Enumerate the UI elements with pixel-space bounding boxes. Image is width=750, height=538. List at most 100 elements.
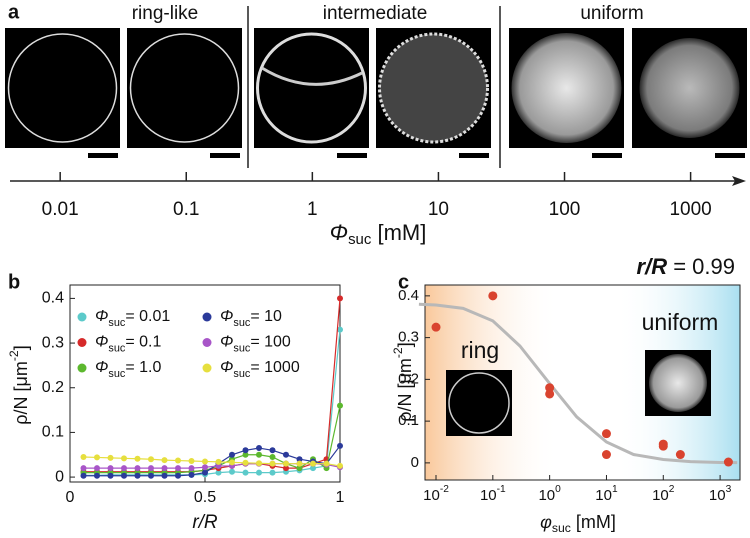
data-point	[256, 460, 262, 467]
data-point	[215, 458, 222, 465]
data-point	[121, 465, 127, 472]
legend-entry-part: Φ	[220, 359, 233, 376]
x-tick-label: 1000	[669, 199, 711, 220]
scale-bar	[592, 153, 622, 158]
x-tick-label-part: 0	[555, 484, 561, 495]
x-tick-label: 0.5	[194, 489, 216, 506]
legend-marker	[202, 338, 212, 347]
vesicle	[7, 33, 118, 143]
data-point	[202, 469, 208, 476]
data-point	[134, 455, 141, 462]
data-point	[148, 465, 154, 472]
data-point	[337, 326, 343, 333]
scale-bar	[210, 153, 240, 158]
legend-entry: Φsuc= 1.0	[95, 359, 161, 380]
data-point	[675, 450, 685, 460]
legend-entry-part: = 100	[250, 334, 291, 351]
x-tick-label-part: -2	[440, 484, 449, 495]
data-point	[107, 465, 114, 472]
plot-frame	[424, 284, 741, 481]
data-point	[269, 447, 276, 454]
data-point	[161, 457, 168, 464]
data-point	[242, 459, 249, 466]
legend-entry-part: Φ	[95, 334, 108, 351]
x-tick-label-part: 1	[612, 484, 618, 495]
data-point	[229, 459, 235, 466]
inset-ring-vesicle	[448, 372, 510, 434]
axis-arrow	[732, 176, 746, 186]
y-tick-label: 0.4	[42, 290, 64, 307]
legend-entry-part: Φ	[95, 359, 108, 376]
vesicle	[378, 32, 489, 144]
chart-title-part: = 0.99	[667, 254, 735, 279]
data-point	[310, 460, 316, 467]
y-tick-label: 0	[411, 454, 419, 471]
x-tick-label: 10-1	[480, 484, 506, 504]
y-axis-label: ρ/N [μm-2]	[7, 345, 31, 425]
data-point	[658, 441, 668, 451]
micrograph	[254, 28, 369, 148]
x-tick-label: 100	[549, 199, 581, 220]
y-axis-label-part: ρ/N [μm	[11, 361, 31, 425]
legend-entry: Φsuc= 1000	[220, 359, 300, 380]
y-tick-label: 0.2	[42, 379, 64, 396]
data-point	[296, 456, 303, 463]
y-tick-label: 0.3	[42, 334, 64, 351]
chart-title: r/R = 0.99	[637, 254, 735, 279]
legend-entry-part: Φ	[220, 334, 233, 351]
data-point	[545, 383, 555, 393]
legend-entry-part: = 0.01	[125, 308, 170, 325]
data-point	[337, 402, 343, 409]
legend-marker	[77, 338, 87, 347]
data-point	[545, 389, 555, 399]
x-axis-label-part: [mM]	[571, 512, 616, 532]
ring-arc	[261, 66, 363, 86]
legend-entry-part: Φ	[220, 308, 233, 325]
legend-entry: Φsuc= 0.01	[95, 308, 170, 329]
x-tick-label: 103	[709, 484, 732, 504]
x-tick-label-part: 10	[652, 487, 669, 504]
annotation: uniform	[642, 309, 719, 335]
data-point	[121, 455, 127, 462]
x-axis-label-part: suc	[552, 521, 571, 535]
legend-entry: Φsuc= 10	[220, 308, 282, 329]
x-tick-label-part: 10	[595, 487, 612, 504]
data-point	[188, 458, 195, 465]
data-point	[175, 465, 181, 472]
group-label: intermediate	[323, 3, 428, 24]
legend-marker	[77, 312, 87, 322]
chart-title-part: r/R	[637, 254, 668, 279]
y-tick-label: 0	[55, 468, 64, 485]
x-tick-label: 0.1	[173, 199, 199, 220]
y-axis-label-part: -2	[7, 350, 21, 361]
data-point	[269, 453, 276, 460]
x-tick-label-part: -1	[497, 484, 506, 495]
data-point	[723, 457, 733, 467]
x-axis-label-part: [mM]	[371, 220, 426, 245]
y-axis-label-part: ]	[11, 345, 31, 350]
panel-label: c	[398, 271, 409, 293]
vesicle	[639, 38, 740, 138]
data-point	[283, 460, 289, 467]
legend-entry-part: = 0.1	[125, 334, 161, 351]
legend-entry-part: suc	[233, 317, 250, 329]
x-axis-label: Φsuc [mM]	[330, 220, 427, 248]
data-point	[283, 451, 289, 458]
vesicle	[511, 33, 622, 143]
x-tick-label-part: 3	[726, 484, 732, 495]
x-tick-label-part: 10	[423, 487, 440, 504]
legend-entry-part: = 1000	[250, 359, 299, 376]
scale-bar	[715, 153, 745, 158]
data-point	[242, 451, 249, 458]
data-point	[188, 465, 195, 472]
data-point	[175, 472, 181, 479]
data-point	[202, 464, 208, 471]
y-tick-label: 0.1	[42, 424, 64, 441]
y-tick-label: 0.2	[398, 370, 419, 387]
x-tick-label-part: 10	[480, 487, 497, 504]
panel-label: a	[8, 1, 20, 23]
legend-entry-part: Φ	[95, 308, 108, 325]
x-axis-label-part: Φ	[330, 220, 348, 245]
data-point	[269, 469, 276, 476]
x-tick-label-part: 10	[709, 487, 726, 504]
